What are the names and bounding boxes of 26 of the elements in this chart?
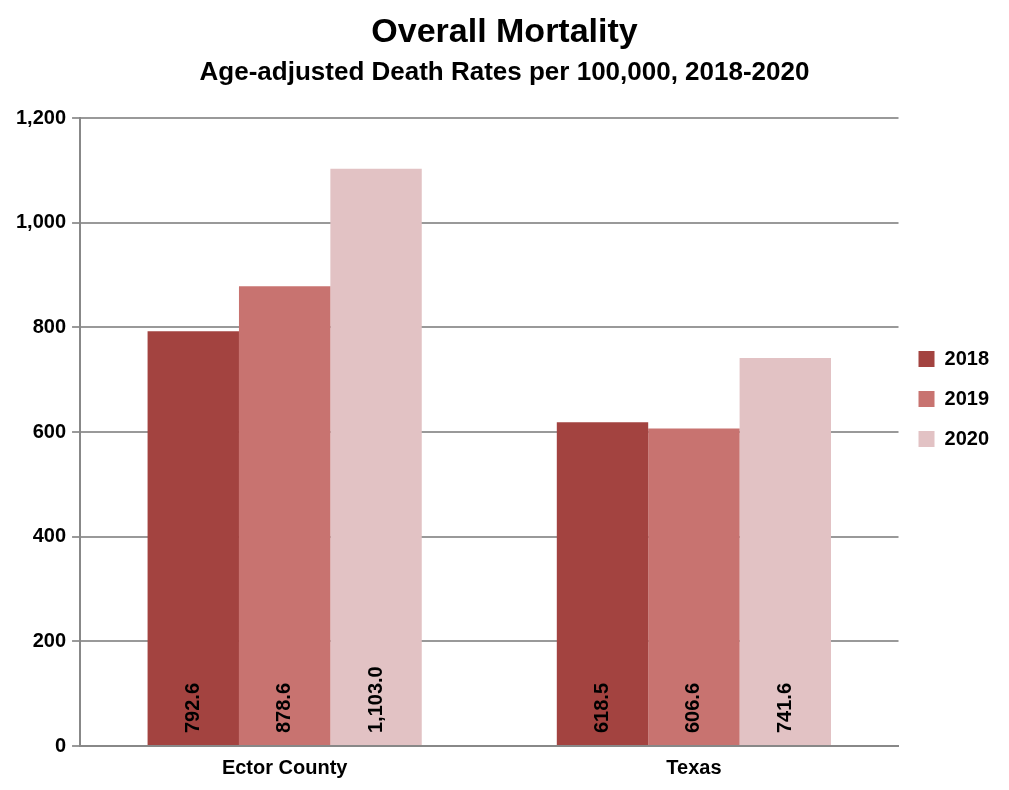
bar <box>556 422 649 745</box>
y-tick-label: 600 <box>32 419 67 442</box>
data-label: 1,103.0 <box>363 666 386 733</box>
y-tick-label: 800 <box>32 314 67 337</box>
y-tick-label: 1,000 <box>15 210 67 233</box>
y-tick-label: 0 <box>54 733 67 756</box>
data-label: 878.6 <box>272 682 295 733</box>
y-tick-label: 400 <box>32 524 67 547</box>
data-label: 792.6 <box>180 682 203 733</box>
y-tick-label: 1,200 <box>15 105 67 128</box>
legend-label: 2020 <box>944 426 990 449</box>
data-label: 606.6 <box>681 682 704 733</box>
chart-title: Overall Mortality <box>371 10 638 49</box>
bar <box>147 331 239 745</box>
y-tick-label: 200 <box>32 628 67 651</box>
data-label: 741.6 <box>772 682 795 733</box>
legend-label: 2019 <box>944 386 990 409</box>
bar <box>238 286 331 745</box>
x-tick-label: Ector County <box>221 755 349 778</box>
bar <box>739 357 831 745</box>
bar <box>648 428 740 745</box>
bar <box>330 168 422 745</box>
legend-label: 2018 <box>944 346 990 369</box>
x-tick-label: Texas <box>666 755 722 778</box>
data-label: 618.5 <box>590 682 613 733</box>
chart-subtitle: Age-adjusted Death Rates per 100,000, 2018-2020 <box>199 55 810 86</box>
